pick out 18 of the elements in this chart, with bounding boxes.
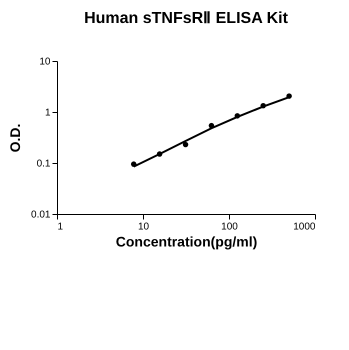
y-axis-title: O.D. <box>7 124 24 152</box>
x-tick-label: 100 <box>221 222 238 232</box>
chart-title: Human sTNFsRⅡ ELISA Kit <box>84 10 289 27</box>
point <box>260 102 266 108</box>
point <box>182 142 188 148</box>
point <box>130 161 136 167</box>
y-tick-label: 0.1 <box>36 158 51 170</box>
y-tick-label: 1 <box>44 108 51 118</box>
point <box>234 113 240 119</box>
x-axis-title: Concentration(pg/ml) <box>116 234 258 250</box>
x-tick-label: 1 <box>58 222 64 232</box>
x-tick-label: 10 <box>138 222 150 232</box>
point <box>156 151 162 157</box>
y-tick-label: 10 <box>39 56 51 68</box>
point <box>286 93 292 99</box>
x-tick-label: 1000 <box>293 222 316 232</box>
y-tick-label: 0.01 <box>31 210 51 220</box>
point <box>208 122 214 128</box>
